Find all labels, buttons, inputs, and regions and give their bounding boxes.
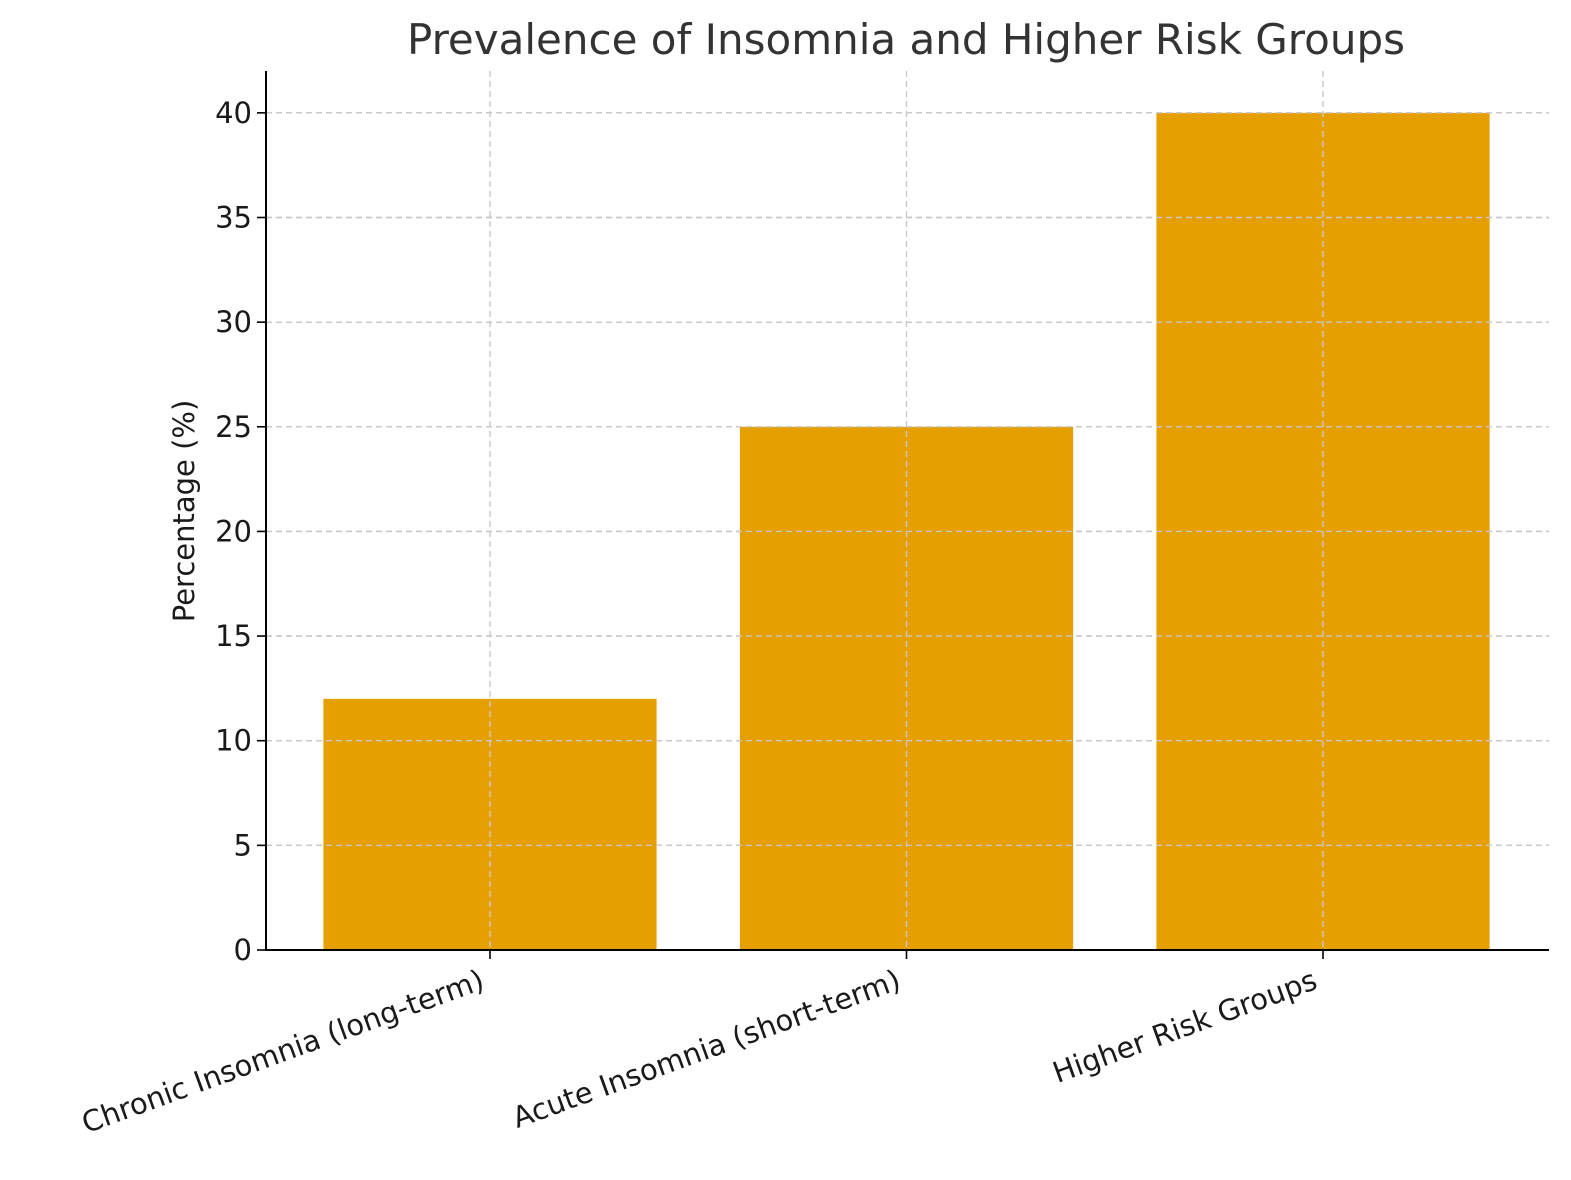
chart-title: Prevalence of Insomnia and Higher Risk G… [407, 15, 1405, 64]
y-tick-label-15: 15 [215, 619, 252, 653]
y-tick-label-35: 35 [215, 201, 252, 235]
x-tick-label-3: Higher Risk Groups [1048, 963, 1321, 1090]
y-axis-ticks: 0 5 10 15 20 25 30 35 40 [215, 96, 266, 967]
y-tick-label-40: 40 [215, 96, 252, 130]
y-tick-label-0: 0 [234, 933, 252, 967]
y-tick-label-25: 25 [215, 410, 252, 444]
y-tick-label-20: 20 [215, 514, 252, 548]
y-tick-label-5: 5 [234, 828, 252, 862]
y-tick-label-30: 30 [215, 305, 252, 339]
grid-overlay [266, 71, 1549, 950]
y-axis-label: Percentage (%) [167, 400, 201, 623]
x-tick-label-1: Chronic Insomnia (long-term) [77, 963, 488, 1140]
x-tick-label-2: Acute Insomnia (short-term) [508, 963, 905, 1135]
y-tick-label-10: 10 [215, 724, 252, 758]
x-axis-ticks: Chronic Insomnia (long-term) Acute Insomn… [77, 950, 1324, 1140]
